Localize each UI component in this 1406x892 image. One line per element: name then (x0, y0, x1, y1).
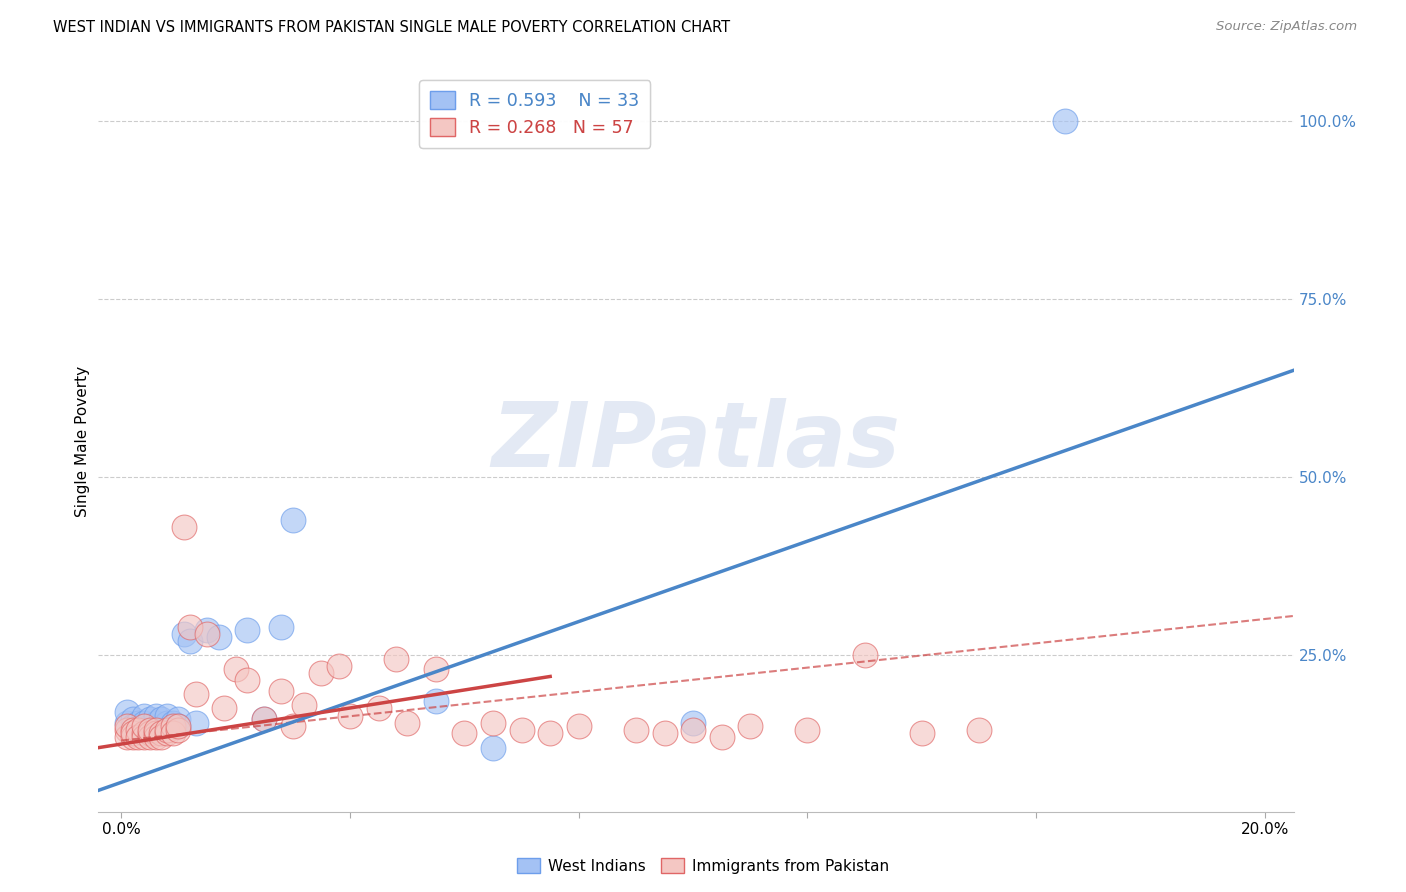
Point (150, 726, 173, 740)
Point (682, 715, 704, 730)
Point (156, 715, 179, 730)
Point (710, 730, 733, 744)
Point (167, 719, 190, 733)
Point (253, 712, 276, 726)
Point (179, 633, 201, 648)
Point (115, 715, 138, 730)
Point (453, 726, 475, 740)
Point (121, 712, 143, 726)
Point (127, 715, 149, 730)
Point (156, 708, 179, 723)
Point (115, 730, 138, 744)
Point (682, 723, 704, 737)
Point (328, 658, 350, 673)
Point (173, 626, 195, 640)
Point (156, 723, 179, 737)
Point (167, 719, 190, 733)
Point (911, 726, 934, 740)
Point (281, 513, 304, 527)
Point (150, 730, 173, 744)
Point (270, 620, 292, 634)
Point (156, 726, 179, 740)
Point (482, 740, 505, 755)
Point (568, 719, 591, 733)
Point (115, 719, 138, 733)
Point (127, 723, 149, 737)
Point (121, 723, 143, 737)
Point (339, 708, 361, 723)
Text: ZIPatlas: ZIPatlas (492, 398, 900, 485)
Point (134, 730, 156, 744)
Point (139, 712, 162, 726)
Point (207, 630, 229, 644)
Point (236, 673, 259, 687)
Point (162, 715, 184, 730)
Point (162, 719, 184, 733)
Point (270, 683, 292, 698)
Point (134, 715, 156, 730)
Point (150, 712, 173, 726)
Point (139, 719, 162, 733)
Point (173, 520, 195, 534)
Text: Source: ZipAtlas.com: Source: ZipAtlas.com (1216, 20, 1357, 33)
Point (162, 719, 184, 733)
Point (139, 730, 162, 744)
Point (121, 719, 143, 733)
Point (195, 626, 218, 640)
Point (184, 687, 207, 701)
Point (1053, 114, 1076, 128)
Point (115, 705, 138, 719)
Point (225, 662, 247, 676)
Point (311, 665, 333, 680)
Point (212, 701, 235, 715)
Point (145, 730, 167, 744)
Point (396, 715, 419, 730)
Point (654, 726, 676, 740)
Point (145, 723, 167, 737)
Point (253, 712, 276, 726)
Point (115, 723, 138, 737)
Point (167, 712, 190, 726)
Point (139, 723, 162, 737)
Point (145, 726, 167, 740)
Point (281, 719, 304, 733)
Point (150, 723, 173, 737)
Point (624, 723, 647, 737)
Point (139, 726, 162, 740)
Point (796, 723, 818, 737)
Point (740, 719, 762, 733)
Point (384, 651, 406, 665)
Point (236, 623, 259, 637)
Point (121, 730, 143, 744)
Point (195, 623, 218, 637)
Point (853, 648, 876, 662)
Point (127, 723, 149, 737)
Point (134, 708, 156, 723)
Point (367, 701, 389, 715)
Point (167, 723, 190, 737)
Y-axis label: Single Male Poverty: Single Male Poverty (75, 366, 90, 517)
Point (134, 726, 156, 740)
Point (162, 726, 184, 740)
Point (127, 730, 149, 744)
Point (145, 708, 167, 723)
Legend: West Indians, Immigrants from Pakistan: West Indians, Immigrants from Pakistan (512, 852, 894, 880)
Point (510, 723, 533, 737)
Text: WEST INDIAN VS IMMIGRANTS FROM PAKISTAN SINGLE MALE POVERTY CORRELATION CHART: WEST INDIAN VS IMMIGRANTS FROM PAKISTAN … (53, 20, 731, 35)
Point (292, 698, 315, 712)
Point (425, 694, 447, 708)
Point (121, 726, 143, 740)
Legend: R = 0.593    N = 33, R = 0.268   N = 57: R = 0.593 N = 33, R = 0.268 N = 57 (419, 80, 650, 148)
Point (179, 620, 201, 634)
Point (184, 715, 207, 730)
Point (134, 719, 156, 733)
Point (425, 662, 447, 676)
Point (145, 715, 167, 730)
Point (538, 726, 561, 740)
Point (482, 715, 505, 730)
Point (967, 723, 990, 737)
